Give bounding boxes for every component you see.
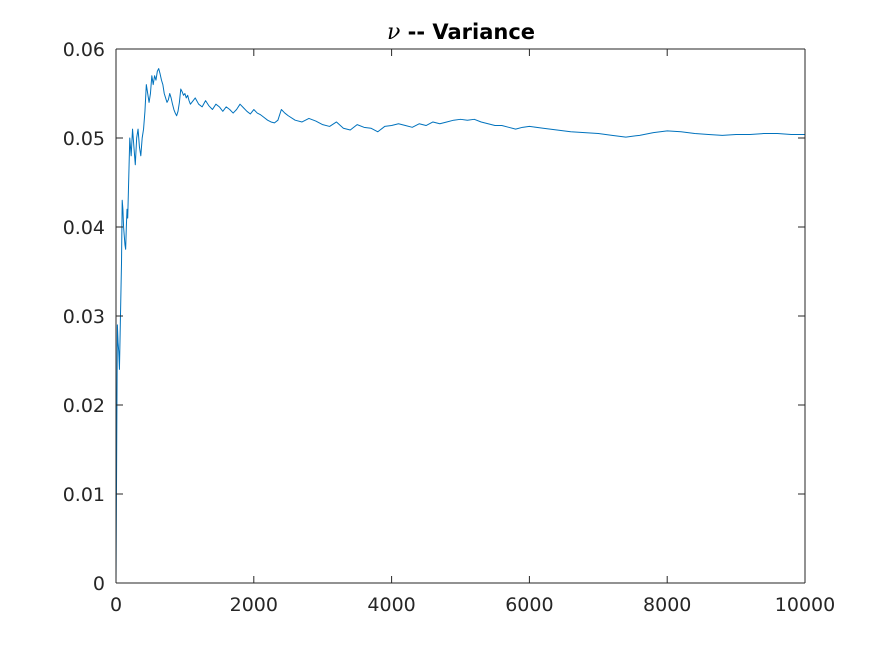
x-tick-label: 4000 (367, 594, 415, 616)
x-tick-label: 2000 (230, 594, 278, 616)
y-tick-label: 0.04 (63, 217, 105, 239)
y-tick-label: 0.02 (63, 395, 105, 417)
title-symbol: ν (387, 20, 400, 45)
y-tick-label: 0 (93, 573, 105, 595)
y-tick-label: 0.01 (63, 484, 105, 506)
plot-area: 0 2000 4000 6000 8000 10000 0 0.01 0.02 0.03 0.04 0… (63, 39, 836, 616)
y-tick-label: 0.03 (63, 306, 105, 328)
chart-title: ν -- Variance (387, 20, 535, 45)
plot-background (116, 49, 805, 583)
x-tick-label: 0 (110, 594, 122, 616)
title-text: -- Variance (400, 20, 535, 44)
series-line-0 (115, 68, 805, 584)
y-tick-label: 0.05 (63, 128, 105, 150)
y-tick-label: 0.06 (63, 39, 105, 61)
x-tick-label: 6000 (505, 594, 553, 616)
x-tick-label: 8000 (643, 594, 691, 616)
x-tick-label: 10000 (775, 594, 835, 616)
